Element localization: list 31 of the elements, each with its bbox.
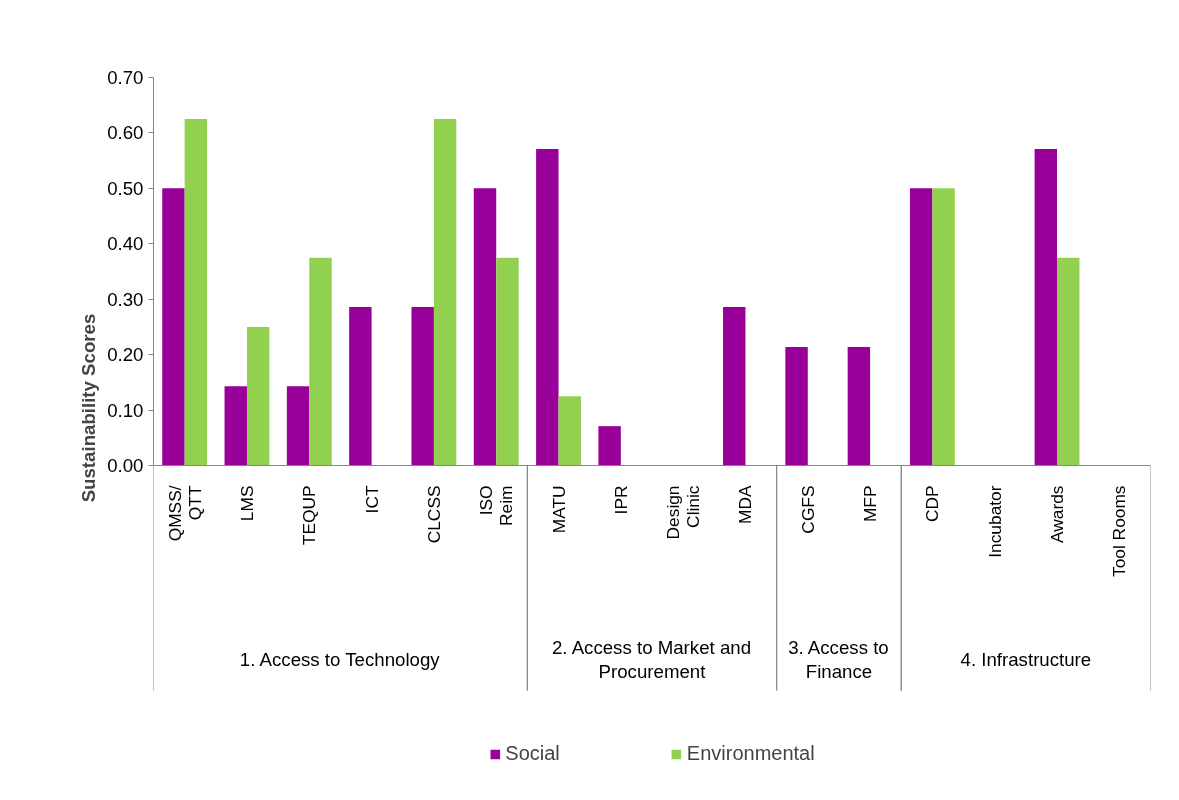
x-tick-label: Design Clinic	[663, 485, 704, 540]
y-tick-label: 0.00	[107, 455, 144, 476]
y-tick-label: 0.30	[107, 288, 144, 310]
text: 3. Access to Finance	[788, 636, 889, 683]
x-tick-label: MATU	[548, 485, 569, 534]
text: 2. Access to Market and Procurement	[551, 636, 752, 683]
x-tick-label: CGFS	[797, 485, 818, 534]
y-tick-label: 0.60	[107, 122, 144, 144]
text: 4. Infrastructure	[960, 649, 1092, 670]
x-tick-label: Awards	[1047, 485, 1068, 543]
x-tick-label: QMSS/ QTT	[164, 485, 205, 542]
y-axis-title: Sustainability Scores	[78, 313, 100, 503]
x-tick-label: IPR	[610, 485, 631, 515]
y-tick-label: 0.40	[107, 233, 144, 255]
x-tick-label: Tool Rooms	[1109, 485, 1130, 577]
y-tick-label: 0.10	[107, 399, 144, 421]
x-tick-label: ICT	[361, 485, 382, 514]
y-tick-label: 0.50	[107, 177, 144, 199]
x-tick-label: Incubator	[984, 485, 1005, 558]
x-tick-label: CDP	[922, 485, 943, 523]
x-tick-label: ISO Reim	[476, 485, 517, 526]
y-tick-label: 0.70	[107, 67, 144, 88]
x-tick-label: CLCSS	[423, 485, 444, 544]
legend-label: Environmental	[686, 742, 815, 765]
x-tick-label: TEQUP	[299, 485, 320, 546]
x-tick-label: LMS	[236, 485, 257, 522]
x-tick-label: MFP	[860, 485, 881, 523]
legend-label: Social	[505, 742, 560, 765]
text: 1. Access to Technology	[239, 649, 441, 670]
y-tick-label: 0.20	[107, 344, 144, 366]
x-tick-label: MDA	[735, 485, 756, 525]
